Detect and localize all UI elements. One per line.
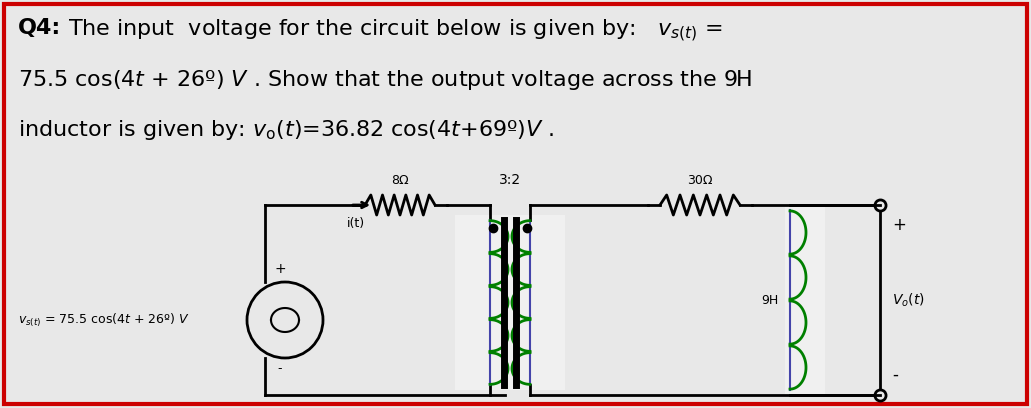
Text: 3:2: 3:2 — [499, 173, 521, 187]
Text: i(t): i(t) — [347, 217, 365, 230]
Text: $V_{o}(t)$: $V_{o}(t)$ — [892, 291, 925, 309]
Text: 75.5 cos(4$t$ + 26º) $V$ . Show that the output voltage across the 9H: 75.5 cos(4$t$ + 26º) $V$ . Show that the… — [18, 68, 753, 92]
Text: 8Ω: 8Ω — [391, 174, 409, 187]
Text: 30Ω: 30Ω — [688, 174, 712, 187]
Bar — [455, 215, 565, 390]
Text: -: - — [277, 362, 282, 375]
Text: $v_{s(t)}$ = 75.5 cos(4$t$ + 26º) $V$: $v_{s(t)}$ = 75.5 cos(4$t$ + 26º) $V$ — [18, 311, 190, 329]
Text: +: + — [892, 216, 906, 234]
Text: Q4:: Q4: — [18, 18, 61, 38]
Text: +: + — [274, 262, 286, 276]
Text: inductor is given by: $v_{\mathrm{o}}(t)$=36.82 cos(4$t$+69º)$V$ .: inductor is given by: $v_{\mathrm{o}}(t)… — [18, 118, 555, 142]
Text: 9H: 9H — [761, 293, 778, 306]
Text: -: - — [892, 366, 898, 384]
Bar — [785, 205, 825, 395]
Text: The input  voltage for the circuit below is given by:   $v_{s(t)}$ =: The input voltage for the circuit below … — [68, 18, 723, 44]
